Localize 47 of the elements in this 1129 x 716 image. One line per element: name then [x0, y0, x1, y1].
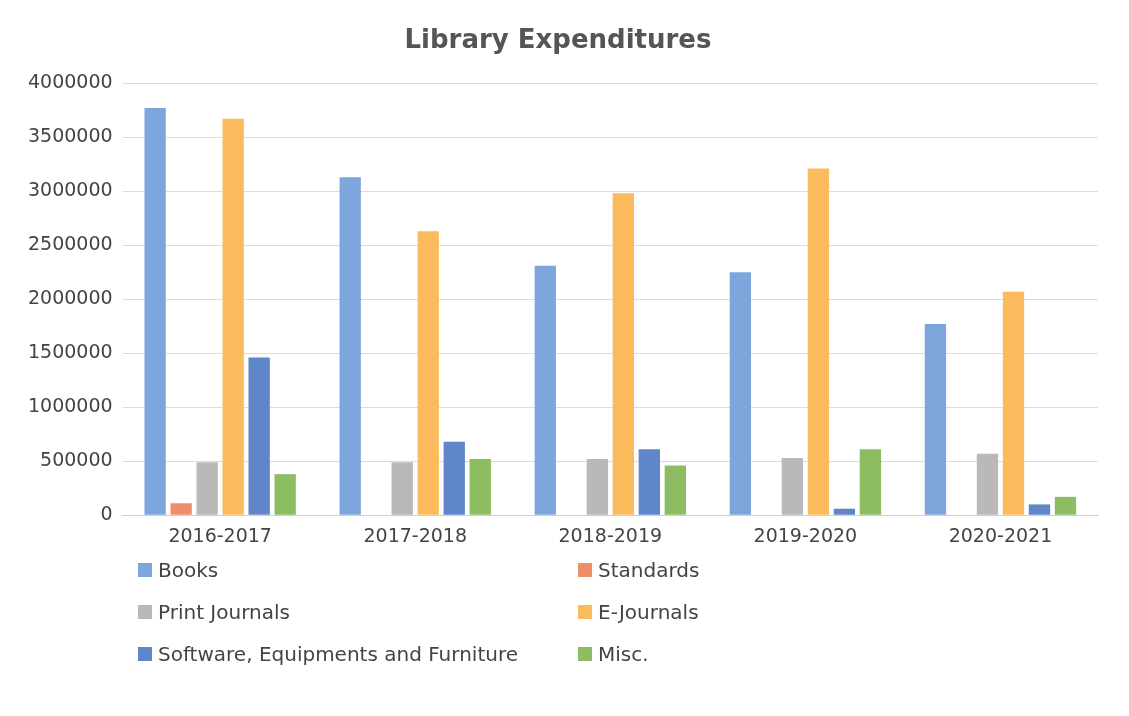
bar: [924, 324, 947, 515]
y-tick-label: 1000000: [27, 394, 113, 417]
bar: [638, 449, 660, 515]
legend-label: Standards: [598, 558, 700, 582]
bar: [274, 474, 296, 515]
bar: [586, 459, 608, 515]
bar: [807, 168, 830, 515]
bar: [534, 265, 556, 515]
y-tick-label: 3000000: [27, 178, 113, 201]
bar: [859, 449, 882, 515]
x-tick-label: 2020-2021: [948, 523, 1053, 546]
y-tick-label: 2500000: [27, 232, 113, 255]
bar: [976, 453, 999, 515]
x-tick-label: 2019-2020: [753, 523, 858, 546]
legend-label: Misc.: [598, 642, 649, 666]
y-tick-label: 3500000: [27, 124, 113, 147]
legend-label: Books: [158, 558, 219, 582]
bar: [729, 272, 752, 515]
bar: [469, 459, 491, 515]
y-tick-label: 0: [100, 502, 113, 525]
bar: [417, 231, 439, 515]
bar: [339, 177, 361, 515]
bar: [664, 465, 686, 515]
legend-label: Print Journals: [158, 600, 290, 624]
bar: [1002, 291, 1025, 515]
x-tick-label: 2017-2018: [363, 523, 468, 546]
bar: [833, 508, 856, 515]
chart-title: Library Expenditures: [404, 24, 712, 55]
bar: [170, 503, 192, 515]
bar: [612, 193, 634, 515]
x-tick-label: 2018-2019: [558, 523, 663, 546]
bar: [196, 462, 218, 515]
bar: [443, 441, 465, 515]
bar: [222, 118, 244, 515]
bar: [391, 462, 413, 515]
bar: [1054, 496, 1077, 515]
y-tick-label: 500000: [40, 448, 113, 471]
x-tick-label: 2016-2017: [168, 523, 272, 546]
bar: [248, 357, 270, 515]
y-tick-label: 4000000: [27, 70, 113, 93]
y-tick-label: 1500000: [27, 340, 113, 363]
bar: [781, 457, 804, 515]
legend-label: Software, Equipments and Furniture: [158, 642, 518, 666]
bar: [1028, 504, 1051, 515]
legend-label: E-Journals: [598, 600, 699, 624]
y-tick-label: 2000000: [27, 286, 113, 309]
bar: [144, 108, 166, 515]
